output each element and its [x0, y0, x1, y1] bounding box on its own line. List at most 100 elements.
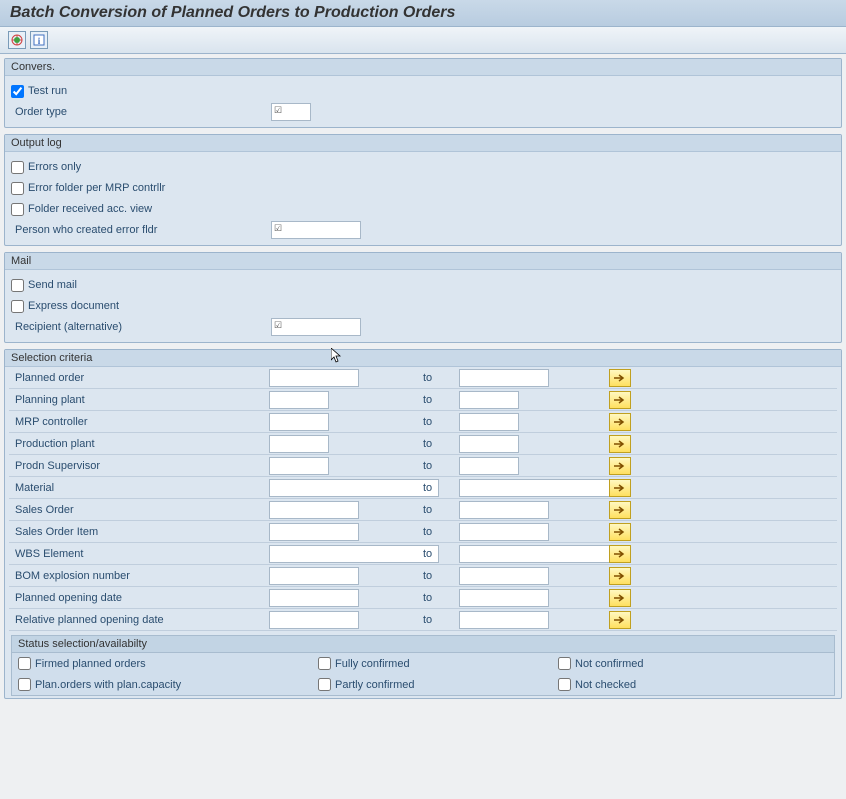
errors-only-checkbox[interactable]: [11, 161, 24, 174]
selection-from-input[interactable]: [269, 567, 359, 585]
selection-row: Planning plant to: [9, 389, 837, 411]
selection-to-input[interactable]: [459, 391, 519, 409]
selection-to-input[interactable]: [459, 501, 549, 519]
selection-row-label: Material: [9, 482, 269, 494]
multiple-selection-button[interactable]: [609, 435, 631, 453]
firmed-checkbox[interactable]: [18, 657, 31, 670]
test-run-checkbox[interactable]: [11, 85, 24, 98]
send-mail-checkbox[interactable]: [11, 279, 24, 292]
not-checked-checkbox[interactable]: [558, 678, 571, 691]
info-icon: i: [33, 34, 45, 46]
output-log-panel: Output log Errors only Error folder per …: [4, 134, 842, 246]
selection-row-label: Sales Order Item: [9, 526, 269, 538]
selection-from-input[interactable]: [269, 435, 329, 453]
selection-row: Planned order to: [9, 367, 837, 389]
to-label: to: [419, 504, 459, 516]
selection-to-input[interactable]: [459, 457, 519, 475]
fully-confirmed-checkbox[interactable]: [318, 657, 331, 670]
arrow-right-icon: [613, 461, 627, 471]
selection-row-label: Production plant: [9, 438, 269, 450]
selection-from-input[interactable]: [269, 479, 439, 497]
selection-to-input[interactable]: [459, 611, 549, 629]
selection-row: Sales Orderto: [9, 499, 837, 521]
selection-to-input[interactable]: [459, 523, 549, 541]
multiple-selection-button[interactable]: [609, 523, 631, 541]
selection-to-input[interactable]: [459, 589, 549, 607]
to-label: to: [419, 482, 459, 494]
selection-to-input[interactable]: [459, 413, 519, 431]
selection-to-input[interactable]: [459, 545, 629, 563]
multiple-selection-button[interactable]: [609, 479, 631, 497]
multiple-selection-button[interactable]: [609, 545, 631, 563]
selection-to-input[interactable]: [459, 567, 549, 585]
partly-confirmed-label: Partly confirmed: [335, 679, 414, 691]
execute-button[interactable]: [8, 31, 26, 49]
to-label: to: [419, 438, 459, 450]
selection-from-input[interactable]: [269, 413, 329, 431]
arrow-right-icon: [613, 615, 627, 625]
selection-from-input[interactable]: [269, 523, 359, 541]
selection-row-label: MRP controller: [9, 416, 269, 428]
multiple-selection-button[interactable]: [609, 413, 631, 431]
firmed-label: Firmed planned orders: [35, 658, 146, 670]
to-label: to: [419, 460, 459, 472]
order-type-label: Order type: [11, 106, 271, 118]
to-label: to: [419, 394, 459, 406]
selection-from-input[interactable]: [269, 611, 359, 629]
multiple-selection-button[interactable]: [609, 391, 631, 409]
mail-title: Mail: [5, 253, 841, 270]
express-doc-checkbox[interactable]: [11, 300, 24, 313]
selection-from-input[interactable]: [269, 589, 359, 607]
selection-to-input[interactable]: [459, 435, 519, 453]
page-title: Batch Conversion of Planned Orders to Pr…: [0, 0, 846, 27]
status-selection-panel: Status selection/availabilty Firmed plan…: [11, 635, 835, 696]
selection-row-label: Planned order: [9, 372, 269, 384]
selection-grid: Planned order to Planning plant to MRP contr…: [9, 367, 837, 631]
error-folder-mrp-checkbox[interactable]: [11, 182, 24, 195]
not-checked-label: Not checked: [575, 679, 636, 691]
express-doc-label: Express document: [28, 300, 119, 312]
arrow-right-icon: [613, 395, 627, 405]
arrow-right-icon: [613, 439, 627, 449]
plan-capacity-checkbox[interactable]: [18, 678, 31, 691]
mail-panel: Mail Send mail Express document Recipien…: [4, 252, 842, 343]
selection-row-label: Planning plant: [9, 394, 269, 406]
execute-icon: [10, 33, 24, 47]
selection-row: Planned opening dateto: [9, 587, 837, 609]
selection-row: Production plant to: [9, 433, 837, 455]
partly-confirmed-checkbox[interactable]: [318, 678, 331, 691]
not-confirmed-checkbox[interactable]: [558, 657, 571, 670]
selection-row-label: Relative planned opening date: [9, 614, 269, 626]
to-label: to: [419, 372, 459, 384]
arrow-right-icon: [613, 373, 627, 383]
multiple-selection-button[interactable]: [609, 369, 631, 387]
order-type-input[interactable]: [271, 103, 311, 121]
multiple-selection-button[interactable]: [609, 501, 631, 519]
arrow-right-icon: [613, 527, 627, 537]
selection-to-input[interactable]: [459, 369, 549, 387]
selection-row: BOM explosion numberto: [9, 565, 837, 587]
selection-from-input[interactable]: [269, 369, 359, 387]
selection-from-input[interactable]: [269, 457, 329, 475]
person-created-input[interactable]: [271, 221, 361, 239]
multiple-selection-button[interactable]: [609, 457, 631, 475]
selection-from-input[interactable]: [269, 391, 329, 409]
info-button[interactable]: i: [30, 31, 48, 49]
multiple-selection-button[interactable]: [609, 567, 631, 585]
selection-row: Sales Order Itemto: [9, 521, 837, 543]
fully-confirmed-label: Fully confirmed: [335, 658, 410, 670]
selection-row-label: WBS Element: [9, 548, 269, 560]
selection-to-input[interactable]: [459, 479, 629, 497]
folder-received-checkbox[interactable]: [11, 203, 24, 216]
convers-panel: Convers. Test run Order type ☑: [4, 58, 842, 128]
multiple-selection-button[interactable]: [609, 589, 631, 607]
selection-from-input[interactable]: [269, 501, 359, 519]
selection-from-input[interactable]: [269, 545, 439, 563]
arrow-right-icon: [613, 417, 627, 427]
recipient-input[interactable]: [271, 318, 361, 336]
arrow-right-icon: [613, 483, 627, 493]
selection-row: MRP controllerto: [9, 411, 837, 433]
multiple-selection-button[interactable]: [609, 611, 631, 629]
not-confirmed-label: Not confirmed: [575, 658, 643, 670]
output-log-title: Output log: [5, 135, 841, 152]
